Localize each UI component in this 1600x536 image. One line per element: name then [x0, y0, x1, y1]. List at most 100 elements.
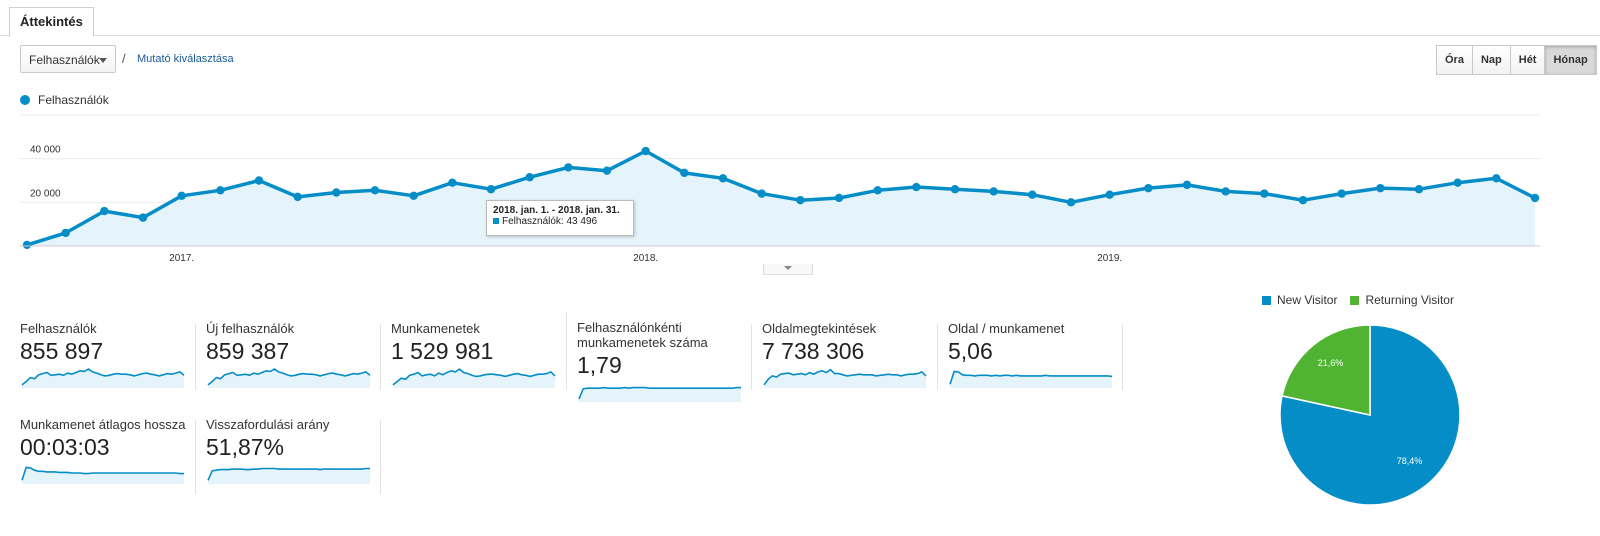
- pie-slice-label: 78,4%: [1397, 456, 1423, 466]
- period-day-button[interactable]: Nap: [1471, 45, 1511, 75]
- pie-legend-label: Returning Visitor: [1365, 293, 1454, 307]
- metric-value: 859 387: [206, 338, 290, 364]
- chart-tooltip: 2018. jan. 1. - 2018. jan. 31. Felhaszná…: [486, 200, 634, 236]
- y-tick-label: 60 000: [30, 110, 61, 112]
- tile-divider: [195, 324, 196, 390]
- sparkline-area: [208, 468, 370, 484]
- tile-divider: [937, 324, 938, 390]
- tab-overview[interactable]: Áttekintés: [9, 7, 94, 37]
- series-points: [22, 146, 1540, 250]
- data-point: [177, 191, 186, 200]
- visitor-type-pie-chart[interactable]: 78,4% 21,6%: [1278, 323, 1462, 507]
- data-point: [1492, 174, 1501, 183]
- data-point: [100, 206, 109, 216]
- chevron-down-icon: [99, 58, 107, 63]
- data-point: [370, 186, 380, 195]
- select-metric-link[interactable]: Mutató kiválasztása: [137, 53, 234, 65]
- pie-legend-label: New Visitor: [1277, 293, 1338, 307]
- period-month-button[interactable]: Hónap: [1544, 45, 1597, 75]
- pie-slice: [1281, 324, 1371, 416]
- data-point: [757, 189, 766, 198]
- sparkline-line: [21, 368, 185, 386]
- metric-tile[interactable]: Új felhasználók 859 387: [206, 304, 376, 388]
- metric-tile[interactable]: Felhasználónkénti munkamenetek száma 1,79: [577, 306, 747, 402]
- pie-slice-label: 21,6%: [1318, 358, 1344, 368]
- sparkline-line: [949, 370, 1113, 385]
- sparkline: [207, 368, 371, 388]
- sparkline-area: [393, 369, 555, 388]
- data-point: [61, 228, 70, 238]
- tooltip-range: 2018. jan. 1. - 2018. jan. 31.: [493, 205, 620, 216]
- data-point: [873, 186, 882, 195]
- sparkline-line: [21, 466, 184, 481]
- sparkline: [949, 370, 1113, 388]
- sparkline-line: [207, 368, 371, 386]
- metric-label: Munkamenet átlagos hossza: [20, 417, 186, 432]
- data-point: [1337, 189, 1346, 198]
- data-point: [1105, 190, 1114, 199]
- metric-tile[interactable]: Munkamenet átlagos hossza 00:03:03: [20, 400, 190, 484]
- sparkline: [392, 368, 556, 388]
- data-point: [332, 188, 341, 197]
- period-week-button[interactable]: Hét: [1509, 45, 1546, 75]
- data-point: [796, 195, 805, 205]
- data-point: [564, 163, 573, 172]
- legend-swatch-icon: [1262, 295, 1271, 305]
- data-point: [1530, 193, 1540, 203]
- data-point: [912, 182, 921, 192]
- y-tick-label: 20 000: [30, 188, 61, 199]
- data-point: [950, 185, 960, 194]
- period-switcher: Óra Nap Hét Hónap: [1436, 45, 1597, 75]
- pie-legend-new[interactable]: New Visitor: [1262, 293, 1337, 307]
- metric-value: 1 529 981: [391, 338, 494, 364]
- sparkline-line: [578, 386, 741, 400]
- pie-legend: New Visitor Returning Visitor: [1262, 293, 1467, 307]
- collapse-chart-toggle[interactable]: [763, 264, 813, 275]
- series-line: [26, 149, 1536, 247]
- data-point: [834, 193, 844, 203]
- sparkline-line: [763, 368, 927, 386]
- sparkline-line: [207, 467, 370, 481]
- tile-divider: [566, 312, 567, 390]
- data-point: [409, 191, 418, 200]
- tile-divider: [380, 324, 381, 390]
- sparkline: [21, 466, 184, 484]
- sparkline-line: [392, 368, 556, 386]
- metric-label: Felhasználónkénti munkamenetek száma: [577, 320, 708, 350]
- sparkline-area: [764, 369, 926, 388]
- sparkline: [763, 368, 927, 388]
- tile-divider: [380, 420, 381, 494]
- data-point: [138, 213, 148, 222]
- metric-tile[interactable]: Visszafordulási arány 51,87%: [206, 400, 376, 484]
- y-tick-label: 40 000: [30, 145, 61, 156]
- chart-legend: Felhasználók: [20, 93, 109, 107]
- data-point: [1028, 190, 1037, 199]
- metric-tile[interactable]: Oldal / munkamenet 5,06: [948, 304, 1118, 388]
- data-point: [1182, 180, 1192, 190]
- x-tick-label: 2019.: [1097, 253, 1122, 264]
- data-point: [1414, 185, 1424, 194]
- data-point: [1144, 183, 1153, 193]
- metric-label: Oldal / munkamenet: [948, 321, 1065, 336]
- metric-label: Visszafordulási arány: [206, 417, 330, 432]
- sparkline: [207, 467, 370, 484]
- sparkline: [578, 386, 741, 402]
- metric-tile[interactable]: Munkamenetek 1 529 981: [391, 304, 561, 388]
- x-tick-label: 2017.: [169, 253, 194, 264]
- data-point: [1376, 183, 1385, 193]
- data-point: [989, 187, 998, 196]
- data-point: [1453, 178, 1462, 187]
- metric-label: Új felhasználók: [206, 321, 295, 336]
- data-point: [680, 168, 689, 178]
- data-point: [216, 186, 225, 195]
- sparkline-area: [579, 387, 741, 402]
- tile-divider: [751, 324, 752, 390]
- metric-value: 1,79: [577, 352, 622, 378]
- metric-select[interactable]: Felhasználók: [20, 45, 116, 73]
- metric-tile[interactable]: Felhasználók 855 897: [20, 304, 190, 388]
- period-hour-button[interactable]: Óra: [1436, 45, 1473, 75]
- pie-legend-returning[interactable]: Returning Visitor: [1350, 293, 1454, 307]
- users-line-chart[interactable]: 20 000 40 000 60 000 2017. 2018. 2019.: [0, 110, 1600, 270]
- metric-tile[interactable]: Oldalmegtekintések 7 738 306: [762, 304, 932, 388]
- data-point: [1260, 189, 1269, 198]
